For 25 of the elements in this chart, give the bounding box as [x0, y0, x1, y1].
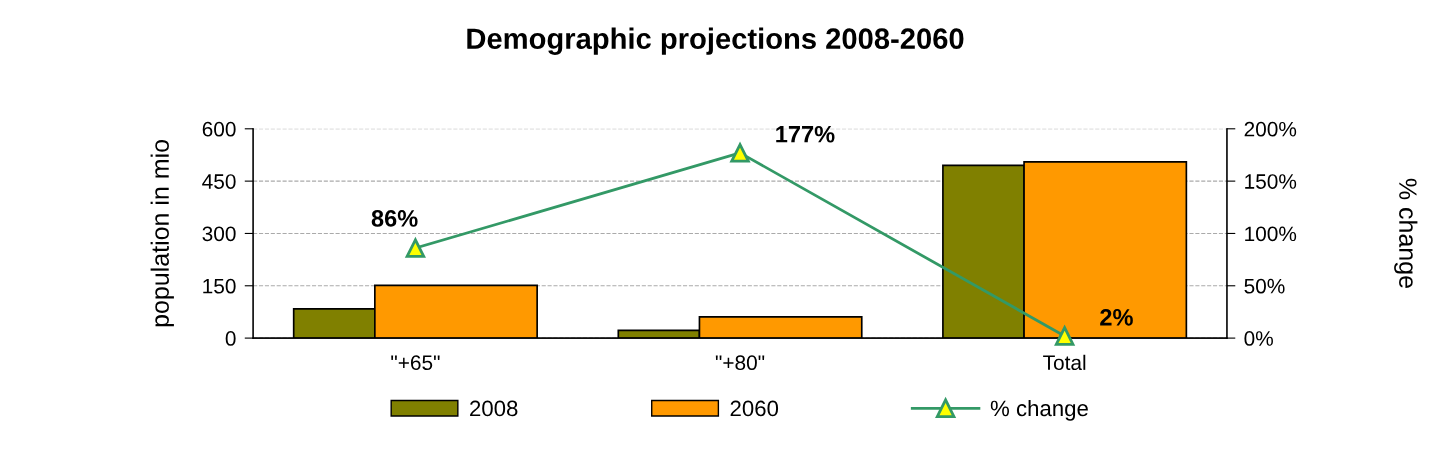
legend-label: 2060 — [730, 400, 779, 417]
y2-axis-title: % change — [1394, 178, 1418, 288]
legend-label: 2008 — [470, 400, 518, 417]
y2-tick-label: 150% — [1245, 174, 1297, 189]
point — [1054, 326, 1075, 346]
y2-tick-label: 50% — [1244, 278, 1285, 294]
x-tick-label: Total — [1043, 354, 1086, 371]
x-tick-label: "+65" — [391, 355, 440, 371]
y-tick-label: 300 — [202, 226, 236, 242]
y2-tick-label: 100% — [1245, 226, 1297, 242]
chart-title: Demographic projections 2008-2060 — [467, 27, 964, 55]
y2-tick-label: 0% — [1244, 331, 1273, 346]
data-label: 177% — [776, 125, 835, 143]
y-tick-label: 450 — [202, 174, 236, 189]
legend-label: % change — [990, 399, 1088, 421]
y-tick-label: 150 — [203, 278, 236, 294]
y2-tick-label: 200% — [1244, 121, 1297, 137]
y-axis-title: population in mio — [150, 139, 174, 327]
y-tick-label: 0 — [225, 331, 236, 346]
data-label: 2% — [1100, 308, 1133, 326]
x-tick-label: "+80" — [715, 355, 765, 371]
y-tick-label: 600 — [202, 121, 236, 137]
point — [405, 238, 426, 258]
data-label: 86% — [371, 210, 418, 227]
point — [730, 143, 750, 163]
